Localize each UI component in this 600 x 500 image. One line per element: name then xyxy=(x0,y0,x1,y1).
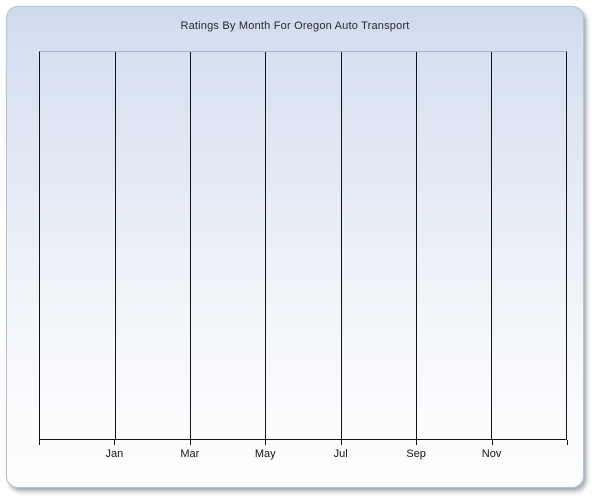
chart-panel: Ratings By Month For Oregon Auto Transpo… xyxy=(6,6,584,488)
x-axis-tick xyxy=(416,440,418,445)
x-axis-label: Jul xyxy=(333,448,348,460)
x-gridline xyxy=(490,52,492,439)
x-axis-tick xyxy=(265,440,267,445)
x-gridline xyxy=(115,52,117,439)
x-gridline xyxy=(340,52,342,439)
x-gridline xyxy=(415,52,417,439)
x-gridline xyxy=(265,52,267,439)
x-axis-tick xyxy=(189,440,191,445)
x-axis-tick xyxy=(567,440,568,445)
x-axis-tick xyxy=(340,440,342,445)
x-axis-label: Sep xyxy=(406,448,426,460)
x-axis-tick xyxy=(114,440,116,445)
plot-area xyxy=(39,51,567,440)
x-axis-label: May xyxy=(254,448,276,460)
x-axis-tick xyxy=(39,440,40,445)
x-axis-label: Mar xyxy=(180,448,200,460)
x-gridline xyxy=(190,52,192,439)
chart-title: Ratings By Month For Oregon Auto Transpo… xyxy=(180,20,410,32)
x-axis-label: Jan xyxy=(105,448,124,460)
x-axis-label: Nov xyxy=(481,448,502,460)
x-axis-tick xyxy=(491,440,493,445)
